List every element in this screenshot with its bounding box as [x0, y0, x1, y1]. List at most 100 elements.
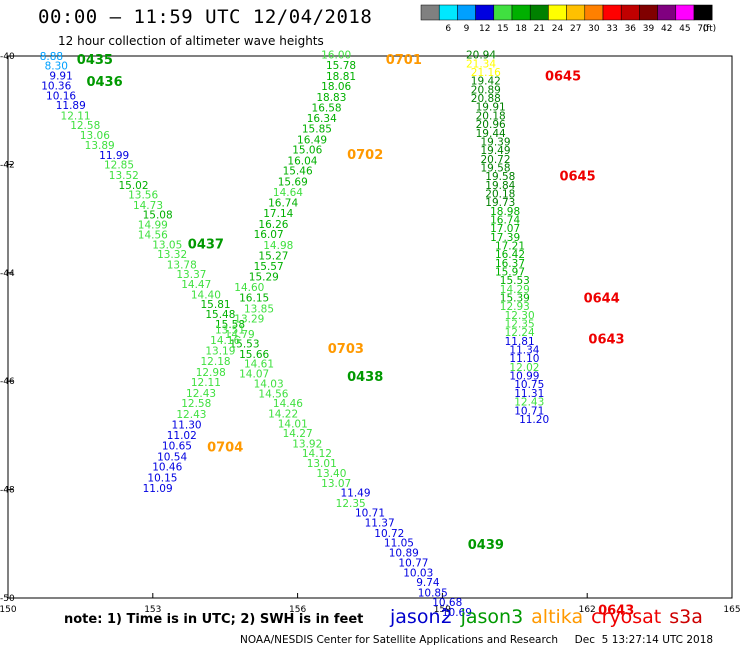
chart-subtitle: 12 hour collection of altimeter wave hei…	[58, 34, 324, 48]
wave-height-point: 10.77	[398, 558, 428, 570]
wave-height-point: 11.49	[340, 488, 370, 500]
wave-height-point: 15.57	[254, 261, 284, 273]
y-tick-label: -46	[0, 377, 15, 387]
wave-height-point: 16.00	[321, 50, 351, 62]
wave-height-point: 11.34	[509, 345, 539, 357]
colorbar-label: 27	[570, 24, 581, 34]
pass-time-label: 0643	[588, 332, 624, 347]
wave-height-point: 16.15	[239, 293, 269, 305]
wave-height-point: 8.30	[45, 61, 68, 73]
wave-height-point: 11.02	[167, 430, 197, 442]
wave-height-point: 12.43	[186, 388, 216, 400]
wave-height-point: 10.03	[403, 567, 433, 579]
wave-height-point: 12.58	[181, 398, 211, 410]
wave-height-point: 11.20	[519, 414, 549, 426]
pass-time-label: 0438	[347, 370, 383, 385]
wave-height-point: 10.65	[162, 440, 192, 452]
wave-height-point: 15.58	[215, 319, 245, 331]
wave-height-point: 19.39	[480, 136, 510, 148]
pass-time-label: 0703	[328, 342, 364, 357]
wave-height-point: 14.56	[258, 388, 288, 400]
wave-height-point: 12.85	[104, 160, 134, 172]
wave-height-point: 15.53	[229, 339, 259, 351]
wave-height-point: 9.91	[49, 70, 72, 82]
wave-height-point: 20.18	[485, 188, 515, 200]
wave-height-point: 19.73	[485, 197, 515, 209]
wave-height-point: 14.16	[210, 335, 240, 347]
pass-time-label: 0701	[386, 53, 422, 68]
wave-height-point: 10.68	[432, 597, 462, 609]
wave-height-point: 12.43	[176, 409, 206, 421]
wave-height-point: 13.05	[152, 239, 182, 251]
x-tick-label: 162	[579, 605, 596, 615]
wave-height-point: 13.19	[205, 346, 235, 358]
wave-height-point: 12.35	[336, 498, 366, 510]
wave-height-point: 13.89	[85, 140, 115, 152]
wave-height-point: 14.03	[254, 379, 284, 391]
wave-height-point: 20.96	[476, 119, 506, 131]
y-tick-label: -50	[0, 594, 15, 604]
wave-height-point: 21.16	[471, 67, 501, 79]
wave-height-point: 11.09	[143, 483, 173, 495]
wave-height-point: 20.72	[480, 154, 510, 166]
wave-height-point: 15.69	[278, 177, 308, 189]
wave-height-point: 15.46	[283, 166, 313, 178]
wave-height-point: 11.10	[509, 353, 539, 365]
satellite-legend-item: jason3	[460, 606, 524, 628]
wave-height-point: 11.05	[384, 538, 414, 550]
satellite-legend: jason2 jason3 altika cryosat s3a	[390, 606, 711, 628]
colorbar-label: 42	[661, 24, 672, 34]
pass-time-label: 0436	[86, 75, 122, 90]
wave-height-point: 14.73	[133, 200, 163, 212]
wave-height-point: 13.92	[292, 438, 322, 450]
wave-height-point: 15.81	[201, 299, 231, 311]
wave-height-point: 19.49	[480, 145, 510, 157]
wave-height-point: 16.42	[495, 249, 525, 261]
x-tick-label: 156	[289, 605, 306, 615]
wave-height-point: 14.12	[302, 448, 332, 460]
wave-height-point: 19.44	[476, 128, 506, 140]
wave-height-point: 14.07	[239, 368, 269, 380]
colorbar-label: 39	[643, 24, 655, 34]
wave-height-point: 10.69	[442, 607, 472, 619]
pass-time-label: 0439	[468, 538, 504, 553]
wave-height-point: 15.39	[500, 293, 530, 305]
colorbar-unit: (ft)	[703, 24, 717, 34]
x-tick-label: 165	[723, 605, 740, 615]
colorbar-label: 6	[445, 24, 451, 34]
satellite-legend-item: jason2	[390, 606, 453, 628]
satellite-legend-item: s3a	[669, 606, 703, 628]
wave-height-point: 10.85	[418, 587, 448, 599]
colorbar-label: 9	[464, 24, 470, 34]
wave-height-point: 13.52	[109, 170, 139, 182]
wave-height-point: 14.79	[225, 329, 255, 341]
wave-height-point: 13.85	[244, 303, 274, 315]
y-tick-label: -48	[0, 486, 15, 496]
wave-height-point: 19.58	[480, 162, 510, 174]
wave-height-point: 14.99	[138, 219, 168, 231]
wave-height-point: 12.58	[70, 120, 100, 132]
pass-time-label: 0435	[77, 53, 113, 68]
wave-height-point: 13.51	[215, 325, 245, 337]
wave-height-point: 15.08	[143, 210, 173, 222]
wave-height-point: 11.81	[505, 336, 535, 348]
wave-height-point: 14.46	[273, 398, 303, 410]
wave-height-point: 20.88	[471, 93, 501, 105]
pass-time-label: 0644	[584, 292, 620, 307]
wave-height-point: 14.64	[273, 187, 303, 199]
x-tick-label: 159	[434, 605, 451, 615]
wave-height-point: 12.30	[505, 310, 535, 322]
wave-height-point: 18.98	[490, 206, 520, 218]
wave-height-point: 16.04	[287, 155, 317, 167]
colorbar-label: 70	[697, 24, 709, 34]
wave-height-point: 20.89	[471, 84, 501, 96]
wave-height-point: 11.89	[56, 100, 86, 112]
colorbar-label: 18	[515, 24, 527, 34]
wave-height-point: 11.30	[172, 419, 202, 431]
wave-height-point: 11.99	[99, 150, 129, 162]
pass-time-label: 0702	[347, 148, 383, 163]
wave-height-point: 12.24	[505, 327, 535, 339]
y-tick-label: -40	[0, 52, 15, 62]
colorbar-label: 36	[625, 24, 637, 34]
wave-height-point: 14.60	[234, 282, 264, 294]
